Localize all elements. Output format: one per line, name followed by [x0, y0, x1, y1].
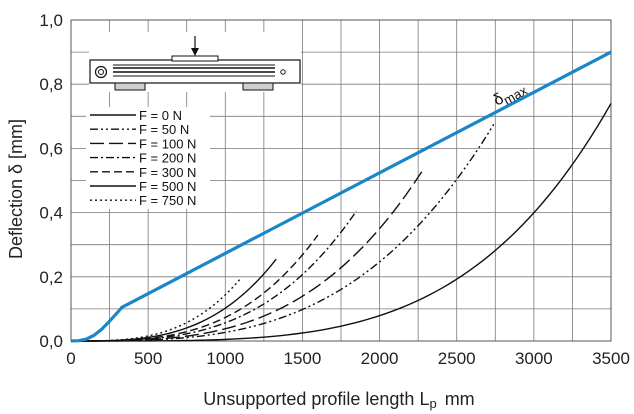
- y-axis-title: Deflection δ [mm]: [6, 119, 26, 259]
- plot-frame: [70, 19, 612, 342]
- series-line: [71, 258, 277, 342]
- legend-entry: F = 200 N: [139, 151, 196, 166]
- x-tick-label: 3500: [592, 349, 630, 368]
- tick-labels: 0 500 1000 1500 2000 2500 3000 3500 0,0 0,2 0,4 0,6…: [39, 11, 630, 368]
- series-line: [71, 277, 242, 342]
- y-tick-label: 0,2: [39, 268, 63, 287]
- x-tick-label: 500: [134, 349, 162, 368]
- y-tick-label: 0,8: [39, 75, 63, 94]
- y-tick-label: 0,6: [39, 139, 63, 158]
- legend-entry: F = 300 N: [139, 165, 196, 180]
- curves: [70, 50, 612, 343]
- legend-entry: F = 500 N: [139, 179, 196, 194]
- series-line: [71, 210, 358, 342]
- x-tick-label: 2500: [438, 349, 476, 368]
- series-line: [71, 167, 425, 342]
- x-tick-label: 0: [66, 349, 75, 368]
- y-tick-label: 1,0: [39, 11, 63, 30]
- legend-entry: F = 50 N: [139, 122, 189, 137]
- profile-illustration: [89, 32, 301, 92]
- legend-entry: F = 100 N: [139, 136, 196, 151]
- legend-entry: F = 750 N: [139, 193, 196, 208]
- x-tick-label: 1500: [284, 349, 322, 368]
- y-tick-label: 0,0: [39, 332, 63, 351]
- delta-max-line: [70, 50, 612, 343]
- x-tick-label: 2000: [361, 349, 399, 368]
- y-tick-label: 0,4: [39, 204, 63, 223]
- x-tick-label: 3000: [515, 349, 553, 368]
- x-axis-title: Unsupported profile length Lp mm: [203, 389, 474, 411]
- legend: F = 0 NF = 50 NF = 100 NF = 200 NF = 300…: [86, 107, 210, 209]
- x-tick-label: 1000: [206, 349, 244, 368]
- legend-entry: F = 0 N: [139, 108, 182, 123]
- delta-max-label: δmax: [491, 78, 530, 112]
- series-line: [71, 103, 612, 342]
